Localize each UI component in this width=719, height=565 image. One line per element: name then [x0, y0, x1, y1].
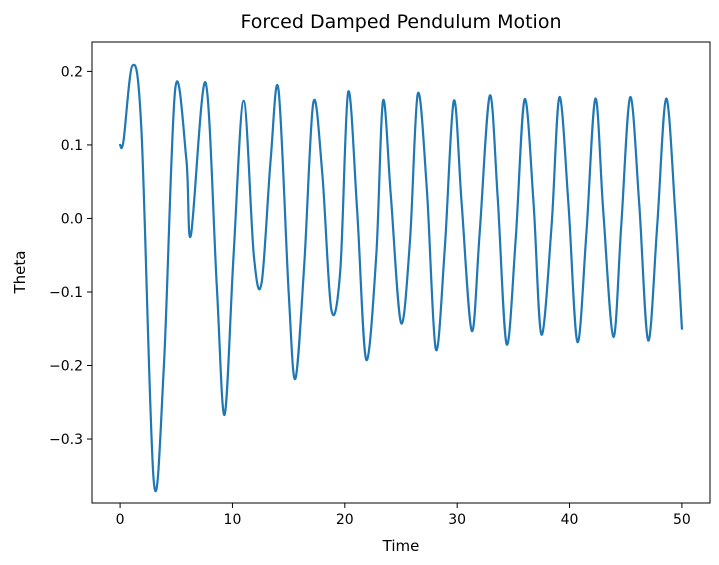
- chart-title: Forced Damped Pendulum Motion: [240, 11, 561, 33]
- y-tick-label: −0.2: [49, 359, 83, 375]
- y-tick-label: −0.3: [49, 432, 83, 448]
- y-tick-label: −0.1: [49, 285, 83, 301]
- x-tick-label: 20: [336, 512, 354, 528]
- series-line: [118, 63, 684, 493]
- x-axis: 0 10 20 30 40 50: [116, 503, 691, 528]
- y-axis-label: Theta: [11, 251, 29, 295]
- y-tick-label: 0.2: [61, 64, 83, 80]
- x-axis-label: Time: [382, 537, 420, 555]
- series-layer: [118, 63, 684, 493]
- y-axis: −0.3 −0.2 −0.1 0.0 0.1 0.2: [49, 64, 92, 448]
- plot-frame: [91, 41, 711, 504]
- x-tick-label: 50: [673, 512, 691, 528]
- x-tick-label: 0: [116, 512, 125, 528]
- x-tick-label: 10: [224, 512, 242, 528]
- x-tick-label: 30: [448, 512, 466, 528]
- y-tick-label: 0.0: [61, 211, 83, 227]
- x-tick-label: 40: [561, 512, 579, 528]
- y-tick-label: 0.1: [61, 138, 83, 154]
